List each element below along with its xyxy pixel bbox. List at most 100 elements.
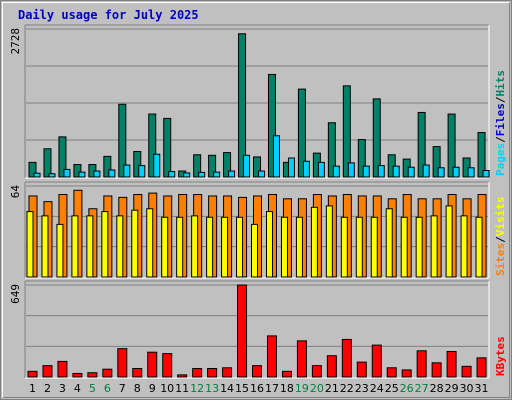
bar-kbytes-day-28 — [431, 362, 442, 378]
day-label-19: 19 — [295, 382, 309, 395]
day-label-22: 22 — [340, 382, 354, 395]
bar-visits-day-27 — [415, 216, 423, 278]
bar-pages-day-20 — [317, 161, 325, 178]
bar-kbytes-day-3 — [57, 360, 68, 378]
day-label-16: 16 — [250, 382, 264, 395]
bar-visits-day-26 — [400, 216, 408, 278]
bar-pages-day-16 — [258, 170, 266, 178]
bar-pages-day-17 — [272, 135, 280, 178]
bar-visits-day-2 — [41, 215, 49, 278]
day-label-23: 23 — [355, 382, 369, 395]
bar-kbytes-day-11 — [177, 374, 188, 378]
bar-hits-day-24 — [372, 98, 381, 178]
bar-kbytes-day-16 — [252, 365, 263, 378]
bar-hits-day-4 — [73, 164, 82, 178]
panel-background — [25, 281, 489, 378]
bar-pages-day-9 — [153, 153, 161, 178]
bar-visits-day-12 — [191, 215, 199, 278]
bar-kbytes-day-24 — [371, 344, 382, 378]
day-label-30: 30 — [460, 382, 474, 395]
day-label-2: 2 — [44, 382, 51, 395]
bar-pages-day-22 — [347, 162, 355, 178]
legend-separator: / — [494, 96, 507, 103]
bar-kbytes-day-5 — [87, 372, 98, 378]
series-legend-visits-sites: Sites/Visits — [494, 197, 507, 277]
bar-hits-day-10 — [163, 117, 172, 178]
day-label-17: 17 — [265, 382, 279, 395]
bar-kbytes-day-17 — [266, 335, 277, 378]
bar-pages-day-26 — [407, 166, 415, 178]
legend-sites: Sites — [494, 243, 507, 276]
bar-pages-day-13 — [213, 171, 221, 178]
bar-pages-day-8 — [138, 165, 146, 178]
bar-visits-day-22 — [340, 216, 348, 278]
day-label-14: 14 — [220, 382, 234, 395]
bar-hits-day-28 — [432, 146, 441, 178]
bar-kbytes-day-31 — [476, 357, 487, 378]
bar-kbytes-day-25 — [386, 367, 397, 378]
bar-visits-day-9 — [146, 208, 154, 278]
bar-pages-day-18 — [287, 157, 295, 178]
bar-kbytes-day-4 — [72, 372, 83, 378]
bar-pages-day-6 — [108, 169, 116, 178]
bar-hits-day-9 — [148, 113, 157, 178]
bar-pages-day-27 — [422, 164, 430, 178]
bar-hits-day-6 — [103, 155, 112, 178]
bar-visits-day-5 — [86, 215, 94, 278]
bar-hits-day-8 — [133, 151, 142, 178]
bar-hits-day-15 — [238, 33, 247, 178]
bar-hits-day-23 — [357, 139, 366, 178]
bar-pages-day-25 — [392, 165, 400, 178]
bar-pages-day-3 — [63, 168, 71, 178]
bar-visits-day-8 — [131, 209, 139, 278]
day-label-21: 21 — [325, 382, 339, 395]
y-max-label: 64 — [9, 185, 22, 199]
bar-kbytes-day-19 — [296, 340, 307, 378]
bar-pages-day-12 — [198, 171, 206, 178]
bar-visits-day-29 — [445, 205, 453, 278]
day-label-26: 26 — [400, 382, 414, 395]
bar-kbytes-day-15 — [237, 284, 248, 378]
legend-pages: Pages — [494, 143, 507, 176]
bar-pages-day-19 — [302, 160, 310, 178]
bar-kbytes-day-14 — [222, 367, 233, 378]
bar-kbytes-day-29 — [446, 350, 457, 378]
legend-files: Files — [494, 103, 507, 136]
bar-kbytes-day-1 — [27, 370, 38, 378]
bar-pages-day-23 — [362, 165, 370, 178]
bar-visits-day-18 — [280, 216, 288, 278]
bar-pages-day-2 — [48, 173, 56, 178]
panel-kbytes: 649 KBytes — [9, 280, 507, 379]
day-label-29: 29 — [445, 382, 459, 395]
bar-hits-day-13 — [208, 154, 217, 178]
bar-pages-day-14 — [228, 170, 236, 178]
bar-pages-day-30 — [467, 167, 475, 178]
bar-hits-day-16 — [253, 156, 262, 178]
bar-visits-day-30 — [460, 215, 468, 278]
bar-pages-day-1 — [33, 172, 41, 178]
bar-hits-day-27 — [417, 111, 426, 178]
bar-kbytes-day-10 — [162, 353, 173, 378]
panel-visits-sites: 64 Sites/Visits — [9, 181, 507, 279]
bar-pages-day-7 — [123, 164, 131, 178]
bar-pages-day-31 — [482, 169, 490, 178]
bar-kbytes-day-2 — [42, 365, 53, 378]
bar-visits-day-21 — [325, 205, 333, 278]
legend-visits: Visits — [494, 197, 507, 237]
bar-hits-day-31 — [477, 132, 486, 178]
bar-visits-day-4 — [71, 215, 79, 278]
bar-pages-day-5 — [93, 170, 101, 178]
panel-background — [25, 25, 489, 178]
day-label-4: 4 — [74, 382, 81, 395]
day-label-12: 12 — [190, 382, 204, 395]
bar-hits-day-17 — [267, 73, 276, 178]
bar-pages-day-11 — [183, 172, 191, 178]
day-label-6: 6 — [104, 382, 111, 395]
bar-hits-day-7 — [118, 103, 127, 178]
bar-visits-day-13 — [206, 216, 214, 278]
bar-visits-day-23 — [355, 216, 363, 278]
day-label-5: 5 — [89, 382, 96, 395]
bar-kbytes-day-30 — [461, 365, 472, 378]
